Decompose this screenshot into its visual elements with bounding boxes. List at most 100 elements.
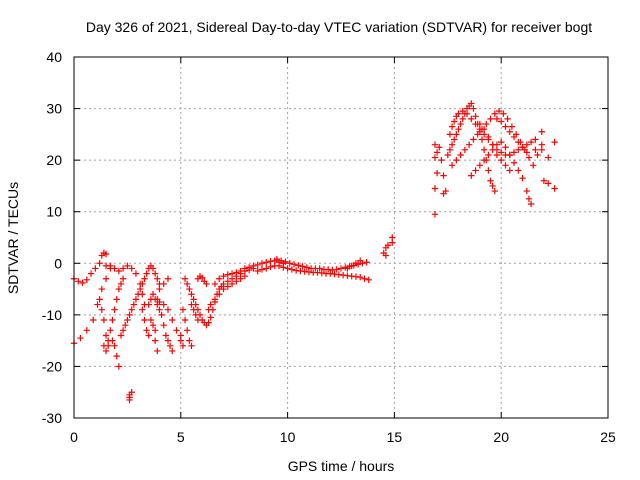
data-point [87,270,95,277]
data-point [487,115,494,123]
data-point [184,327,191,334]
data-point [124,316,131,324]
data-point [198,274,206,281]
data-point [156,298,163,306]
data-point [228,280,236,288]
data-point [207,314,214,321]
data-point [433,169,441,177]
data-point [139,306,146,313]
data-point [188,301,195,308]
data-point [498,118,505,125]
x-axis-label: GPS time / hours [288,458,395,474]
data-point [472,167,479,174]
data-point [504,115,511,123]
data-point [126,396,133,404]
data-point [478,136,486,143]
data-point [113,296,120,303]
data-point [344,265,351,272]
data-point [154,347,161,355]
data-point [489,182,496,190]
data-point [164,337,172,344]
data-point [173,327,180,334]
y-tick-label: 10 [46,204,62,220]
data-point [115,363,123,370]
data-point [233,278,240,285]
data-point [160,301,167,308]
data-point [220,272,227,280]
data-point [203,280,210,288]
data-point [109,316,116,324]
data-point [245,264,253,271]
data-point [519,144,526,151]
data-point [544,180,552,187]
data-point [538,146,545,154]
data-point [190,306,197,313]
data-point [527,138,535,146]
data-point [211,280,219,288]
data-point [143,327,150,334]
data-point [455,126,462,133]
data-point [459,107,466,115]
data-point [489,141,496,148]
data-point [446,131,454,138]
data-point [463,110,471,117]
y-tick-label: -30 [42,410,62,426]
data-point [149,321,157,329]
data-point [365,276,372,283]
data-point [102,250,110,258]
data-point [250,262,257,270]
data-point [117,280,125,288]
data-point [448,141,456,148]
data-point [523,187,531,195]
data-point [267,263,274,271]
data-point [115,267,123,275]
data-point [551,138,558,146]
data-point [147,316,155,324]
plot-frame [73,56,609,419]
data-point [357,274,364,281]
data-point [525,195,533,203]
data-point [104,342,112,349]
data-point [194,316,202,324]
data-point [357,257,364,264]
data-point [525,154,533,161]
data-point [498,156,505,164]
data-point [485,133,492,141]
data-point [100,316,108,324]
data-point [160,280,167,288]
data-point [551,185,558,192]
data-point [491,110,498,117]
data-point [192,311,199,319]
data-point [382,252,390,259]
data-point [515,167,522,174]
x-tick-label: 25 [600,429,616,445]
data-point [211,296,219,303]
data-point [384,242,392,249]
data-point [137,285,144,293]
y-tick-label: 0 [54,255,62,271]
data-point [361,275,368,282]
data-point [485,151,492,159]
data-point [207,301,214,308]
data-point [465,141,473,148]
data-point [83,327,91,334]
data-point [290,261,298,268]
data-point [113,352,120,360]
data-points [70,100,558,404]
y-tick-label: 40 [46,49,62,65]
data-point [431,154,439,161]
data-point [451,136,458,143]
data-point [508,123,516,130]
data-point [440,190,447,197]
y-axis-label: SDTVAR / TECUs [5,182,21,294]
data-point [299,263,306,270]
data-point [431,185,439,192]
data-point [476,162,484,169]
data-point [337,265,345,272]
data-point [258,266,266,273]
data-point [474,131,481,138]
data-point [132,270,140,277]
data-point [485,167,492,174]
data-point [102,332,110,339]
data-point [470,105,477,112]
